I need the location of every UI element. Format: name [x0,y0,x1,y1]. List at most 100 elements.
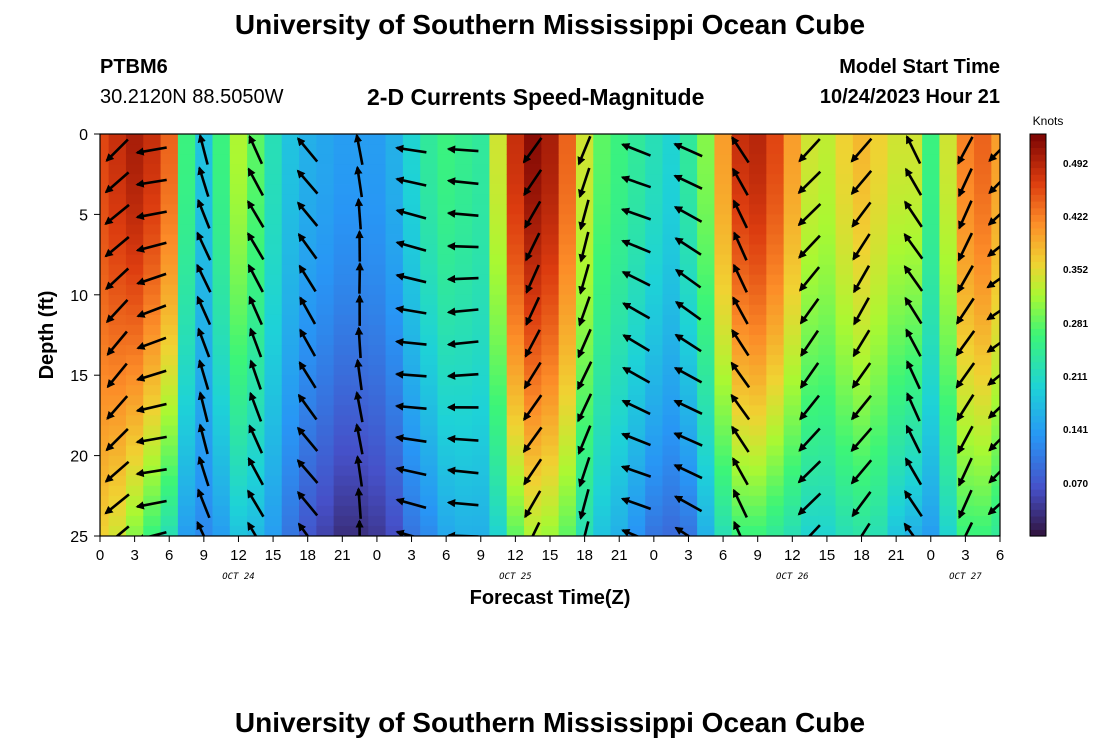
heatmap-cell [645,234,664,246]
heatmap-cell [212,465,231,477]
heatmap-cell [904,284,923,296]
heatmap-cell [385,485,404,497]
current-vector-arrow [576,361,593,391]
heatmap-cell [697,204,716,215]
heatmap-cell [956,375,975,386]
heatmap-cell [714,204,733,215]
heatmap-cell [368,314,387,326]
heatmap-cell [160,284,179,296]
heatmap-cell [887,425,906,437]
heatmap-cell [645,314,664,326]
heatmap-cell [731,415,750,427]
heatmap-cell [558,445,577,457]
heatmap-cell [835,365,854,376]
heatmap-cell [662,194,681,205]
heatmap-cell [679,194,698,205]
heatmap-cell [610,284,629,296]
heatmap-cell [904,154,923,165]
heatmap-cell [333,485,352,497]
current-vector-arrow [104,171,130,194]
heatmap-cell [835,204,854,215]
heatmap-cell [627,395,646,406]
current-vector-arrow [354,455,364,487]
heatmap-cell [714,405,733,416]
current-vector-arrow [522,137,543,164]
heatmap-cell [818,365,837,376]
current-vector-arrow [247,457,265,486]
heatmap-cell [472,134,491,145]
heatmap-cell [125,154,144,165]
heatmap-cell [991,415,1000,427]
heatmap-cell [385,224,404,236]
heatmap-cell [645,405,664,416]
heatmap-cell [506,345,525,356]
current-vector-arrow [621,528,640,536]
heatmap-cell [229,405,248,416]
heatmap-cell [108,515,127,527]
heatmap-cell [333,435,352,447]
heatmap-cell [575,294,594,306]
colorbar-segment [1030,167,1046,175]
heatmap-cell [524,515,542,527]
heatmap-cell [454,234,473,246]
heatmap-cell [783,395,802,406]
heatmap-cell [991,134,1000,145]
heatmap-cell [697,455,716,467]
heatmap-cell [870,485,889,497]
heatmap-cell [264,455,283,467]
current-vector-arrow [446,274,479,284]
current-vector-arrow [731,329,750,357]
colorbar-segment [1030,361,1046,370]
current-vector-arrow [673,205,703,223]
heatmap-cell [575,405,594,416]
x-tick-label: 21 [334,547,351,564]
current-vector-arrow [621,432,651,447]
heatmap-cell [541,264,560,276]
heatmap-cell [143,284,162,296]
heatmap-cell [281,415,300,427]
current-vector-arrow [249,359,262,390]
colorbar-segment [1030,388,1046,396]
heatmap-cell [100,284,110,296]
heatmap-cell [922,274,941,286]
heatmap-cell [177,164,196,175]
heatmap-cell [264,204,283,215]
heatmap-cell [108,525,127,536]
heatmap-cell [974,324,992,336]
heatmap-cell [160,515,179,527]
heatmap-cell [749,385,767,396]
current-vector-arrow [730,361,751,389]
heatmap-cell [281,134,300,145]
heatmap-cell [108,355,127,366]
heatmap-cell [593,184,612,195]
heatmap-cell [177,184,196,195]
heatmap-cell [610,455,629,467]
heatmap-cell [489,324,508,336]
heatmap-cell [177,395,196,406]
heatmap-cell [662,385,681,396]
heatmap-cell [904,314,923,326]
heatmap-cell [939,254,958,266]
heatmap-cell [316,505,335,517]
current-vector-arrow [904,200,923,228]
heatmap-cell [316,174,335,185]
current-vector-arrow [136,336,167,350]
heatmap-cell [627,314,646,326]
heatmap-cell [506,164,525,175]
heatmap-cell [281,435,300,447]
heatmap-cell [489,495,508,507]
heatmap-cell [627,224,646,236]
heatmap-cell [247,485,266,497]
heatmap-cell [281,445,300,457]
heatmap-cell [125,335,144,346]
heatmap-cell [454,244,473,256]
heatmap-cell [783,164,802,175]
heatmap-cell [991,365,1000,376]
heatmap-cell [558,134,577,145]
heatmap-cell [385,234,404,246]
heatmap-cell [229,304,248,316]
heatmap-cell [524,415,542,427]
heatmap-cell [125,515,144,527]
heatmap-cell [749,485,767,497]
heatmap-cell [870,515,889,527]
